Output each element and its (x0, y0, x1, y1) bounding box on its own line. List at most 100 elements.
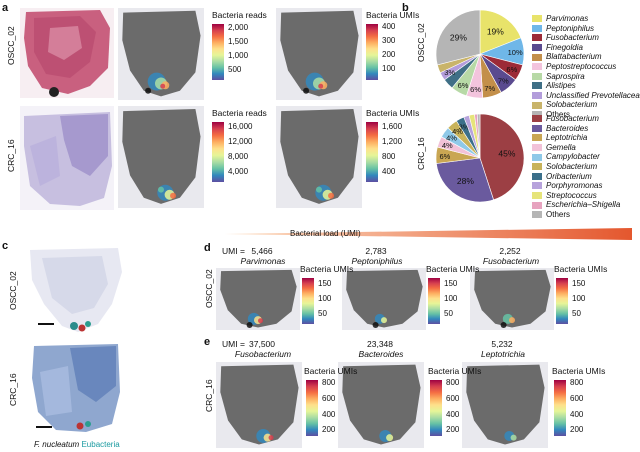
sample-label-oscc-c: OSCC_02 (8, 271, 18, 310)
cbar-title-d-0: Bacteria UMIs (300, 264, 354, 274)
pie-label: 10% (508, 48, 523, 57)
legend-swatch (532, 172, 542, 180)
sample-label-crc-b: CRC_16 (416, 137, 426, 170)
legend-swatch (532, 34, 542, 42)
sample-label-crc-c: CRC_16 (8, 373, 18, 406)
umi-prefix-e: UMI = (222, 339, 245, 349)
taxon-e-1: Bacteroides (358, 349, 404, 359)
legend-swatch (532, 53, 542, 61)
pie-chart-crc: 45%28%6%4%4%4%3% (435, 113, 525, 203)
legend-swatch (532, 153, 542, 161)
taxon-e-2: Leptotrichia (481, 349, 525, 359)
panel-label-d: d (204, 242, 211, 254)
legend-label: Escherichia–Shigella (546, 200, 621, 210)
legend-item: Leptotrichia (532, 133, 620, 143)
sample-label-oscc-d: OSCC_02 (204, 269, 214, 308)
he-tissue-oscc (20, 8, 114, 98)
legend-swatch (532, 124, 542, 132)
legend-swatch (532, 111, 542, 119)
pie-label: 6% (458, 81, 469, 90)
legend-item: Fusobacterium (532, 114, 620, 124)
colorbar-e-0 (306, 380, 318, 436)
pie-label: 45% (498, 149, 515, 159)
pie-label: 3% (459, 123, 470, 132)
legend-swatch (532, 201, 542, 209)
legend-label: Peptoniphilus (546, 23, 595, 33)
colorbar-e-1 (430, 380, 442, 436)
legend-swatch (532, 92, 542, 100)
cbar-title-e-2: Bacteria UMIs (552, 366, 606, 376)
taxon-d-1: Peptoniphilus (351, 256, 403, 266)
ish-legend-eubacteria: Eubacteria (81, 440, 120, 449)
legend-item: Porphyromonas (532, 181, 620, 191)
colorbar-oscc-umis (366, 24, 378, 80)
spatial-map-oscc-reads (118, 8, 204, 100)
scale-bar-oscc (38, 323, 54, 325)
legend-item: Peptoniphilus (532, 24, 640, 34)
legend-swatch (532, 115, 542, 123)
spatial-map-crc-reads (118, 106, 204, 208)
sample-label-crc-a: CRC_16 (6, 139, 16, 172)
cbar-title-e-1: Bacteria UMIs (428, 366, 482, 376)
spatial-map-e-fusobacterium (216, 362, 302, 448)
legend-item: Solobacterium (532, 162, 620, 172)
legend-item: Blattabacterium (532, 52, 640, 62)
colorbar-d-2 (556, 278, 568, 324)
colorbar-crc-reads (212, 122, 224, 182)
pie-label: 7% (484, 84, 495, 93)
taxon-d-0: Parvimonas (240, 256, 286, 266)
colorbar-crc-umis (366, 122, 378, 182)
ish-tissue-oscc (22, 244, 128, 334)
pie-label: 6% (439, 152, 450, 161)
panel-label-e: e (204, 336, 211, 348)
pie-slice-others (476, 113, 481, 159)
sample-label-crc-e: CRC_16 (204, 379, 214, 412)
legend-item: Unclassified Prevotellaceae (532, 91, 640, 101)
legend-swatch (532, 24, 542, 32)
legend-swatch (532, 72, 542, 80)
pie-slice-fusobacterium (479, 113, 525, 201)
legend-swatch (532, 163, 542, 171)
umi-value-d-1: 2,783 (365, 246, 387, 256)
pie-label: 7% (498, 76, 509, 85)
legend-label: Gemella (546, 142, 576, 152)
sample-label-oscc-b: OSCC_02 (416, 23, 426, 62)
legend-item: Campylobacter (532, 152, 620, 162)
spatial-map-d-peptoniphilus (342, 268, 426, 330)
umi-value-d-0: 5,466 (251, 246, 273, 256)
ish-legend: F. nucleatum Eubacteria (34, 440, 120, 449)
spatial-map-e-leptotrichia (462, 362, 548, 448)
panel-label-c: c (2, 240, 9, 252)
legend-label: Fusobacterium (546, 33, 599, 43)
panel-label-a: a (2, 2, 9, 14)
legend-label: Unclassified Prevotellaceae (546, 90, 640, 100)
legend-item: Streptococcus (532, 191, 620, 201)
pie-label: 6% (470, 85, 481, 94)
legend-item: Others (532, 210, 620, 220)
legend-swatch (532, 192, 542, 200)
legend-item: Saprospira (532, 72, 640, 82)
sample-label-oscc-a: OSCC_02 (6, 26, 16, 65)
colorbar-d-0 (302, 278, 314, 324)
legend-item: Peptostreptococcus (532, 62, 640, 72)
legend-item: Bacteroides (532, 124, 620, 134)
bacterial-load-bar (224, 228, 632, 240)
legend-item: Fusobacterium (532, 33, 640, 43)
legend-crc: Fusobacterium Bacteroides Leptotrichia Geme… (532, 114, 620, 220)
legend-swatch (532, 134, 542, 142)
legend-swatch (532, 44, 542, 52)
spatial-map-crc-umis (276, 106, 362, 208)
legend-label: Alistipes (546, 81, 576, 91)
ish-tissue-crc (30, 342, 122, 434)
pie-label: 28% (457, 176, 474, 186)
legend-label: Others (546, 209, 571, 219)
bacterial-load-label: Bacterial load (UMI) (290, 229, 361, 238)
pie-chart-oscc: 19%10%6%7%7%6%6%3%29% (435, 9, 525, 99)
legend-label: Parvimonas (546, 14, 589, 23)
spatial-map-oscc-umis (276, 8, 362, 100)
cbar-title-crc-reads: Bacteria reads (212, 108, 267, 118)
pie-label: 29% (450, 32, 467, 42)
pie-label: 19% (487, 26, 504, 36)
legend-item: Alistipes (532, 81, 640, 91)
legend-label: Solobacterium (546, 161, 598, 171)
